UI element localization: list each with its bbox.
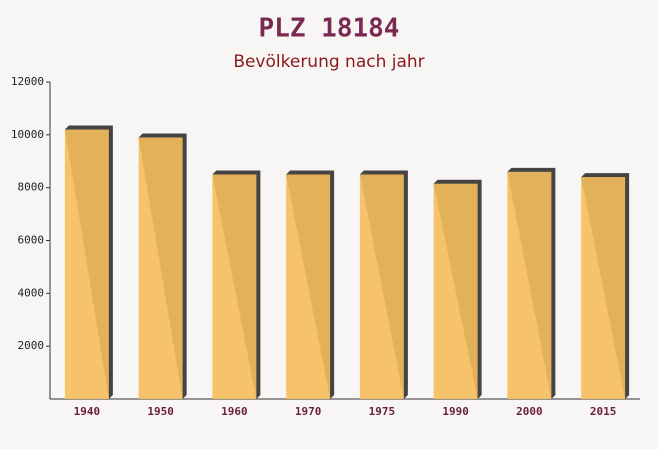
y-tick-label: 12000 — [11, 75, 44, 88]
bar — [581, 177, 626, 399]
bar — [507, 171, 552, 399]
x-tick-label: 1940 — [74, 405, 101, 418]
chart-subtitle: Bevölkerung nach jahr — [233, 52, 424, 72]
bar — [433, 183, 478, 399]
y-tick-label: 2000 — [18, 339, 45, 352]
bar — [212, 174, 257, 399]
y-tick-label: 8000 — [18, 181, 45, 194]
x-tick-label: 1990 — [442, 405, 469, 418]
x-tick-label: 1975 — [369, 405, 396, 418]
x-tick-label: 2015 — [590, 405, 617, 418]
bar — [138, 137, 183, 399]
bar — [64, 129, 109, 400]
y-tick-label: 6000 — [18, 234, 45, 247]
chart-title: PLZ 18184 — [259, 14, 400, 44]
x-tick-label: 1960 — [221, 405, 248, 418]
y-tick-label: 10000 — [11, 128, 44, 141]
x-tick-label: 1970 — [295, 405, 322, 418]
x-tick-label: 2000 — [516, 405, 543, 418]
bar — [286, 174, 331, 399]
bar — [359, 174, 404, 399]
x-tick-label: 1950 — [147, 405, 174, 418]
y-tick-label: 4000 — [18, 286, 45, 299]
